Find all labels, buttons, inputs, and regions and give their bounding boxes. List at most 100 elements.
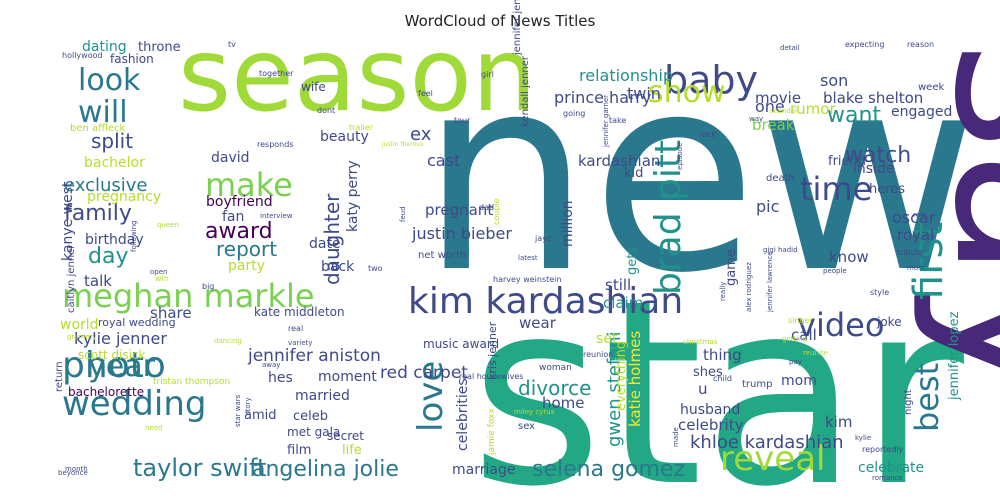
- word-ben-affleck: ben affleck: [70, 123, 125, 134]
- word-husband: husband: [680, 402, 740, 418]
- word-new: new: [420, 17, 978, 332]
- word-son: son: [820, 71, 848, 90]
- word-reunion: reunion: [583, 350, 613, 359]
- word-life: life: [342, 443, 362, 458]
- word-taylor-swift: taylor swift: [133, 454, 266, 482]
- word-story: story: [244, 397, 252, 415]
- word-dancing: dancing: [214, 337, 242, 345]
- word-child: child: [713, 374, 732, 383]
- word-kim: kim: [825, 413, 852, 431]
- word-kendall-jenner: kendall jenner: [520, 55, 531, 127]
- word-beyonce: beyonce: [58, 469, 88, 477]
- word-angelina-jolie: angelina jolie: [252, 457, 399, 482]
- word-hes: hes: [268, 370, 293, 386]
- word-katy-perry: katy perry: [345, 160, 361, 232]
- word-home: home: [542, 394, 585, 412]
- word-video: video: [797, 306, 884, 344]
- word-season: season: [178, 16, 537, 135]
- word-friend: friend: [828, 154, 866, 169]
- word-best: best: [908, 363, 946, 432]
- word-mom: mom: [781, 373, 817, 389]
- word-latest: latest: [518, 254, 538, 262]
- word-throne: throne: [138, 40, 181, 55]
- word-responds: responds: [257, 140, 294, 149]
- word-alex-rodriguez: alex rodriguez: [745, 262, 753, 312]
- word-call: call: [791, 326, 817, 344]
- word-make: make: [205, 166, 293, 204]
- word-pay: pay: [789, 358, 802, 366]
- word-dont: dont: [317, 106, 335, 115]
- word-party: party: [228, 258, 265, 274]
- word-episode: episode: [676, 143, 684, 170]
- word-know: know: [829, 248, 869, 266]
- word-interview: interview: [260, 212, 293, 220]
- word-jamie-foxx: jamie foxx: [487, 408, 497, 456]
- word-want: want: [827, 103, 881, 128]
- word-mont: mont: [907, 264, 926, 272]
- word-film: film: [287, 443, 311, 458]
- word-queen: queen: [157, 221, 179, 229]
- word-celeb: celeb: [293, 409, 328, 424]
- word-beauty: beauty: [320, 129, 369, 145]
- word-thing: thing: [703, 346, 742, 364]
- word-fashion: fashion: [110, 52, 154, 66]
- word-kardashian: kardashian: [578, 152, 660, 170]
- word-jennifer-lawrence: jennifer lawrence: [766, 251, 774, 313]
- word-really: really: [719, 282, 727, 301]
- word-million: million: [560, 200, 576, 247]
- word-u: u: [698, 380, 708, 398]
- word-date: date: [309, 236, 341, 252]
- word-tv: tv: [228, 40, 236, 49]
- word-marriage: marriage: [452, 462, 515, 478]
- word-variety: variety: [288, 339, 312, 347]
- word-movie: movie: [755, 89, 801, 107]
- word-week: week: [918, 82, 944, 93]
- word-secret: secret: [327, 429, 364, 443]
- word-pic: pic: [756, 197, 779, 216]
- word-jennifer-lopez: jennifer lopez: [947, 311, 962, 401]
- word-prince-harry: prince harry: [554, 88, 651, 107]
- word-star: star: [470, 246, 964, 500]
- word-see: see: [535, 169, 570, 222]
- word-following: following: [130, 221, 138, 252]
- chart-title: WordCloud of News Titles: [404, 12, 596, 30]
- word-kanye-west: kanye west: [60, 181, 76, 261]
- word-real-housewives: real housewives: [459, 372, 523, 381]
- word-katie-holmes: katie holmes: [626, 331, 644, 427]
- word-singer: singer: [788, 316, 813, 325]
- word-look: look: [78, 63, 141, 98]
- word-show: show: [648, 75, 726, 110]
- word-bachelor: bachelor: [84, 155, 145, 171]
- word-justin-bieber: justin bieber: [411, 224, 512, 243]
- word-gigi-hadid: gigi hadid: [763, 246, 798, 254]
- word-gets: gets: [625, 247, 640, 275]
- word-still: still: [605, 276, 631, 294]
- word-kris-jenner: kris jenner: [486, 321, 499, 380]
- word-blake-shelton: blake shelton: [823, 89, 923, 107]
- word-rumor: rumor: [790, 100, 836, 118]
- word-girl: girl: [481, 70, 494, 79]
- word-talk: talk: [84, 272, 112, 290]
- word-selena-gomez: selena gomez: [532, 457, 685, 482]
- word-dad: dad: [479, 203, 494, 212]
- word-engaged: engaged: [891, 104, 952, 120]
- word-khloe-kardashian: khloe kardashian: [690, 432, 844, 453]
- word-amid: amid: [244, 408, 277, 423]
- word-away: away: [262, 361, 280, 369]
- word-death: death: [766, 173, 795, 184]
- word-woman: woman: [539, 363, 572, 373]
- word-music-award: music award: [423, 337, 499, 351]
- word-bachelorette: bachelorette: [68, 385, 144, 399]
- word-kid: kid: [624, 166, 643, 181]
- word-love: love: [411, 361, 451, 432]
- word-say: say: [908, 41, 1000, 403]
- word-set: set: [596, 331, 618, 347]
- word-time: time: [800, 170, 872, 208]
- word-made: made: [672, 427, 680, 447]
- word-getting: getting: [782, 335, 807, 343]
- word-world: world: [60, 317, 99, 333]
- word-harvey-weinstein: harvey weinstein: [493, 275, 561, 284]
- word-couple: couple: [492, 198, 501, 225]
- word-kate-middleton: kate middleton: [254, 305, 345, 319]
- word-split: split: [91, 129, 133, 153]
